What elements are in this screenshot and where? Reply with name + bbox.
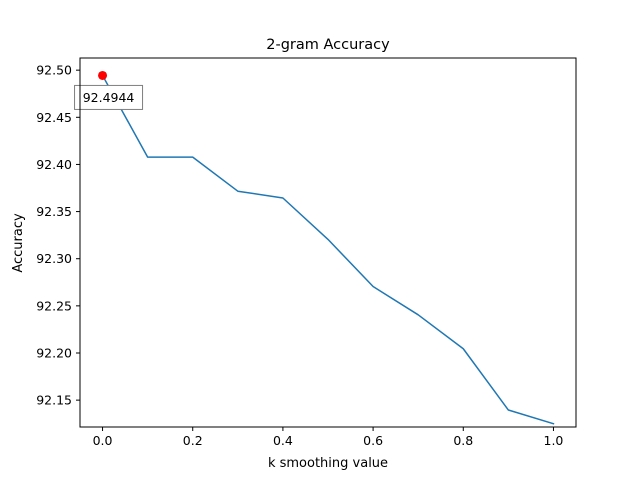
x-tick-label: 0.8	[453, 433, 473, 448]
chart-title: 2-gram Accuracy	[266, 37, 390, 53]
y-tick-label: 92.45	[36, 110, 72, 125]
y-tick-label: 92.50	[36, 63, 72, 78]
y-tick-label: 92.20	[36, 345, 72, 360]
max-point-label: 92.4944	[83, 90, 135, 105]
plot-frame	[79, 57, 577, 428]
x-tick-label: 0.2	[183, 433, 203, 448]
x-tick-label: 0.4	[273, 433, 293, 448]
y-tick-label: 92.35	[36, 204, 72, 219]
y-tick-label: 92.25	[36, 298, 72, 313]
x-tick-label: 0.6	[363, 433, 383, 448]
plot-area: 92.4944 0.0 0.2 0.4 0.6 0.8 1.0 92.15 92.20 92.25…	[36, 57, 577, 448]
series-line-1	[101, 74, 555, 425]
max-point-label-box	[74, 84, 144, 110]
y-axis-label: Accuracy	[11, 213, 26, 273]
y-tick-label: 92.30	[36, 251, 72, 266]
max-point-marker	[98, 70, 108, 80]
y-tick-label: 92.40	[36, 157, 72, 172]
x-tick-label: 1.0	[544, 433, 564, 448]
y-tick-label: 92.15	[36, 393, 72, 408]
x-axis-label: k smoothing value	[268, 456, 388, 471]
x-tick-label: 0.0	[93, 433, 113, 448]
